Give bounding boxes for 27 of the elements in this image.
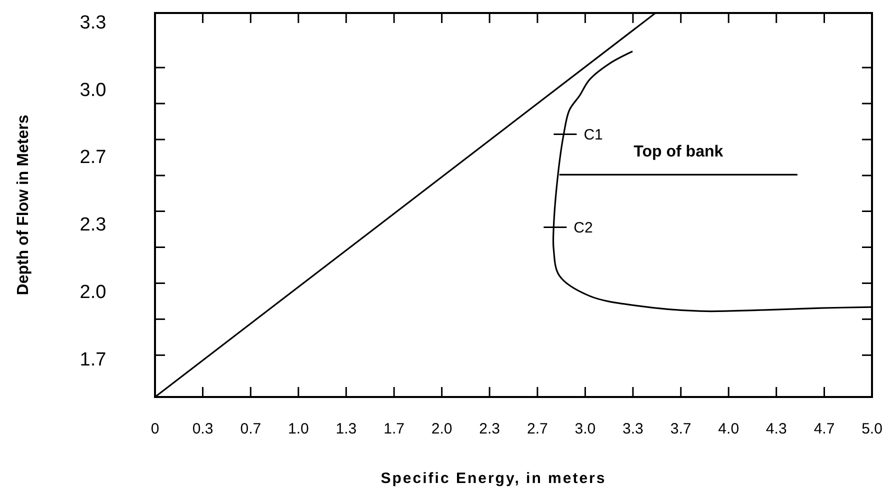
y-tick-label: 2.3 xyxy=(80,214,106,236)
y-axis-title: Depth of Flow in Meters xyxy=(15,114,32,296)
x-tick-label: 1.3 xyxy=(336,420,357,438)
x-tick-label: 3.0 xyxy=(574,420,596,438)
x-tick-label: 2.3 xyxy=(479,420,500,438)
x-tick-label: 2.7 xyxy=(527,420,548,438)
annotation: C2 xyxy=(574,219,593,236)
x-tick-label: 0.7 xyxy=(240,420,262,438)
y-tick-label: 2.0 xyxy=(80,282,106,303)
x-tick-label: 3.3 xyxy=(622,420,644,438)
x-tick-label: 5.0 xyxy=(862,420,882,438)
y-tick-label: 1.7 xyxy=(80,349,106,370)
x-tick-label: 4.0 xyxy=(718,420,740,438)
x-tick-label: 4.3 xyxy=(766,420,787,438)
x-tick-label: 3.7 xyxy=(670,420,692,438)
y-tick-label: 2.7 xyxy=(80,147,106,168)
x-tick-label: 0 xyxy=(150,420,160,438)
x-tick-label: 1.0 xyxy=(288,420,309,438)
x-tick-label: 4.7 xyxy=(814,420,835,438)
x-tick-label: 1.7 xyxy=(384,420,404,438)
annotation: C1 xyxy=(584,126,603,144)
y-tick-label: 3.0 xyxy=(80,80,106,101)
y-tick-label: 3.3 xyxy=(80,12,106,34)
annotation: Top of bank xyxy=(634,144,724,161)
x-tick-label: 2.0 xyxy=(431,420,452,438)
x-tick-label: 0.3 xyxy=(192,420,214,438)
x-axis-title: Specific Energy, in meters xyxy=(380,470,606,487)
